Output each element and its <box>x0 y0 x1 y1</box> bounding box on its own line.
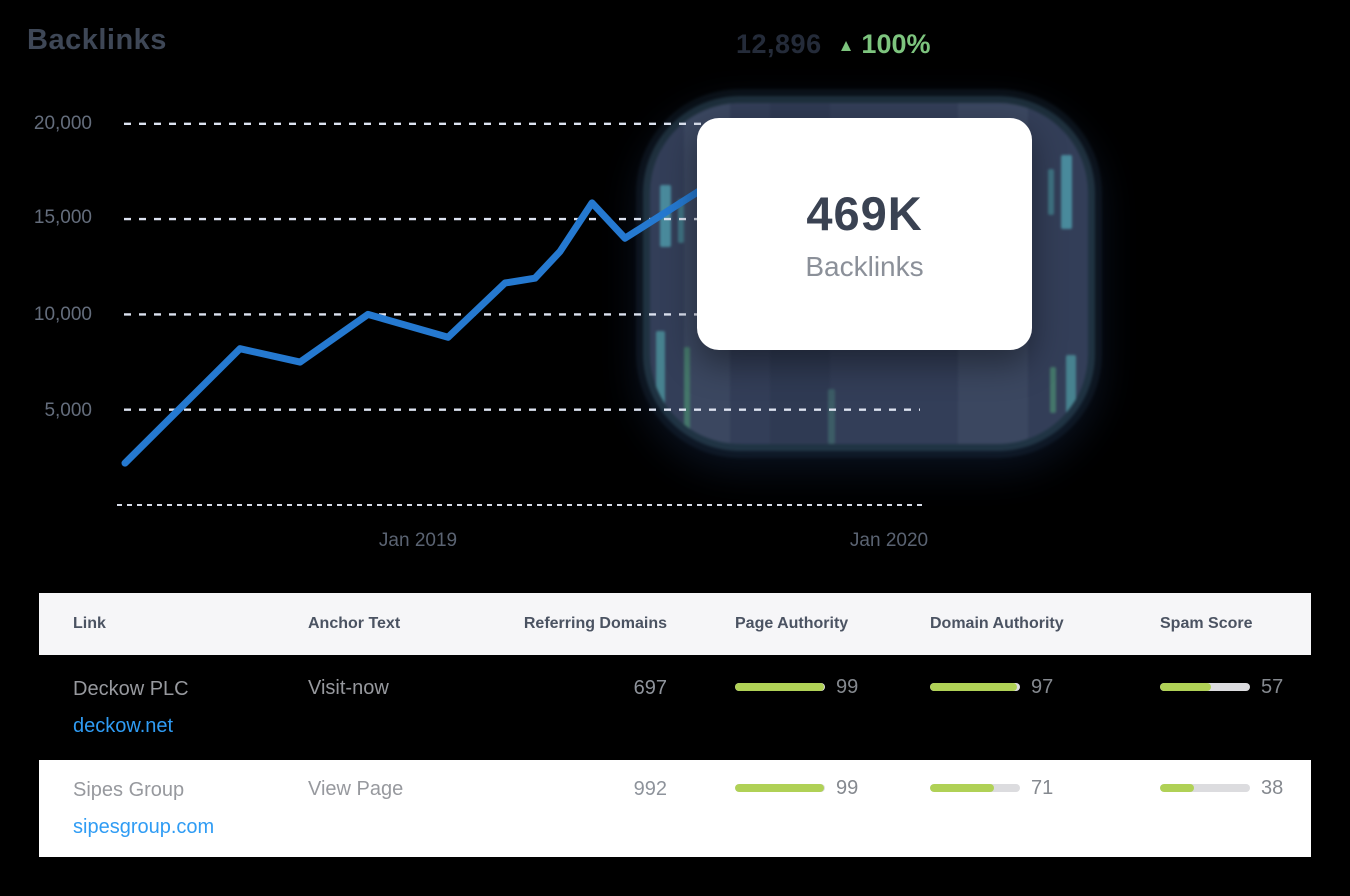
blob-bar-icon <box>1050 367 1056 413</box>
column-header-page-authority: Page Authority <box>735 615 849 632</box>
stat-value: 12,896 <box>736 29 822 59</box>
page-authority-score: 99 <box>735 676 873 698</box>
backlinks-table: Link Anchor Text Referring Domains Page … <box>39 593 1311 857</box>
blob-bar-icon <box>1061 155 1072 229</box>
link-name: Sipes Group <box>73 779 185 801</box>
score-value: 57 <box>1261 676 1284 698</box>
link-url[interactable]: deckow.net <box>73 715 174 737</box>
x-axis-tick: Jan 2020 <box>849 530 929 551</box>
trend-badge: ▲ 100% <box>838 29 931 60</box>
column-header-domain-authority: Domain Authority <box>930 615 1064 632</box>
score-value: 99 <box>836 676 859 698</box>
blob-bar-icon <box>1048 169 1054 215</box>
anchor-text: Visit-now <box>308 677 389 699</box>
chart-tooltip-card: 469K Backlinks <box>697 118 1032 350</box>
blob-bar-icon <box>684 347 690 437</box>
blob-bar-icon <box>1066 355 1076 423</box>
page-title: Backlinks <box>27 24 167 56</box>
page-authority-score: 99 <box>735 777 873 799</box>
table-row: Sipes Group sipesgroup.com View Page 992… <box>39 760 1311 857</box>
blob-bar-icon <box>656 331 665 405</box>
y-axis-tick: 10,000 <box>33 304 92 325</box>
column-header-spam-score: Spam Score <box>1160 615 1253 632</box>
blob-bar-icon <box>678 199 684 243</box>
column-header-link: Link <box>73 615 106 632</box>
tooltip-label: Backlinks <box>805 250 924 282</box>
table-row: Deckow PLC deckow.net Visit-now 697 99 9… <box>39 655 1311 760</box>
score-bar <box>1160 784 1250 792</box>
spam-score: 57 <box>1160 677 1283 697</box>
trend-percent: 100% <box>861 29 931 59</box>
column-header-anchor-text: Anchor Text <box>308 615 401 632</box>
trend-up-icon: ▲ <box>837 36 855 55</box>
backlinks-total-stat: 12,896 ▲ 100% <box>736 29 930 60</box>
y-axis-tick: 20,000 <box>33 113 92 134</box>
score-bar <box>735 683 825 691</box>
referring-domains-value: 697 <box>633 677 667 699</box>
tooltip-value: 469K <box>806 186 923 240</box>
spam-score: 38 <box>1160 778 1283 798</box>
table-header-row: Link Anchor Text Referring Domains Page … <box>39 593 1311 655</box>
y-axis-tick: 15,000 <box>33 207 92 228</box>
blob-bar-icon <box>828 389 835 444</box>
y-axis-tick: 5,000 <box>44 400 92 421</box>
score-value: 38 <box>1261 777 1284 799</box>
score-value: 97 <box>1031 676 1054 698</box>
column-header-referring-domains: Referring Domains <box>523 615 667 632</box>
link-name: Deckow PLC <box>73 678 189 700</box>
score-bar <box>1160 683 1250 691</box>
x-axis-tick: Jan 2019 <box>378 530 458 551</box>
anchor-text: View Page <box>308 778 404 800</box>
domain-authority-score: 97 <box>930 676 1093 698</box>
link-url[interactable]: sipesgroup.com <box>73 816 215 838</box>
score-value: 99 <box>836 777 859 799</box>
score-value: 71 <box>1031 777 1054 799</box>
score-bar <box>735 784 825 792</box>
blob-bar-icon <box>660 185 671 247</box>
score-bar <box>930 784 1020 792</box>
domain-authority-score: 71 <box>930 777 1093 799</box>
score-bar <box>930 683 1020 691</box>
referring-domains-value: 992 <box>633 778 667 800</box>
